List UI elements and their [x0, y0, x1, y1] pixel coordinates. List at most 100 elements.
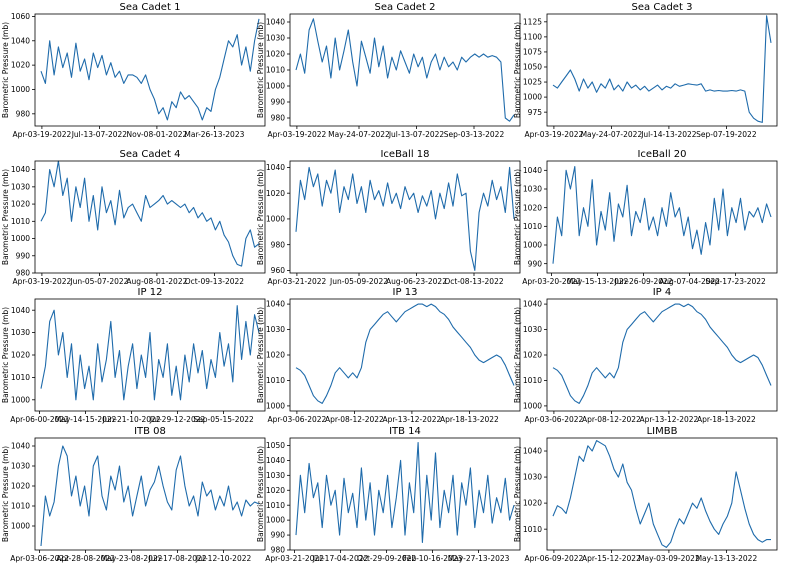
subplot-title: Sea Cadet 2 [375, 2, 436, 13]
y-axis-label: Barometric Pressure (mb) [1, 22, 10, 118]
plot-area [289, 437, 521, 551]
y-tick-label: 1100 [523, 32, 542, 41]
x-tick-label: Apr-03-19-2022 [268, 130, 327, 139]
subplot-title: IceBall 20 [637, 149, 686, 160]
x-tick-label: Jul-14-13-2022 [640, 130, 697, 139]
y-tick-label: 1040 [266, 300, 285, 309]
y-tick-label: 1040 [266, 18, 285, 27]
subplot-2: Sea Cadet 2 Barometric Pressure (mb) 980 99… [256, 2, 521, 139]
y-tick-label: 1030 [11, 462, 30, 471]
y-tick-label: 1050 [523, 63, 542, 72]
y-tick-label: 1040 [523, 166, 542, 175]
subplot-title: IP 4 [653, 287, 672, 298]
subplot-title: IP 12 [138, 287, 163, 298]
y-tick-label: 1125 [523, 17, 542, 26]
y-axis-label: Barometric Pressure (mb) [513, 446, 522, 542]
subplot-title: LIMBB [647, 426, 678, 437]
y-tick-label: 1030 [266, 34, 285, 43]
series-line [552, 440, 771, 548]
y-tick-label: 1060 [11, 12, 30, 21]
x-tick-label: Sep-17-23-2022 [705, 277, 766, 286]
x-tick-label: May-03-09-2022 [638, 554, 700, 563]
subplot-6: IceBall 20 Barometric Pressure (mb) 990 100… [513, 149, 778, 286]
x-tick-label: Oct-09-13-2022 [185, 277, 244, 286]
y-tick-label: 1025 [523, 78, 542, 87]
x-tick-label: Sep-07-19-2022 [696, 130, 757, 139]
plot-area [289, 13, 521, 127]
y-tick-label: 1040 [266, 456, 285, 465]
y-tick-label: 990 [271, 531, 286, 540]
y-tick-label: 1030 [523, 473, 542, 482]
x-tick-label: May-23-08-2022 [101, 554, 163, 563]
plot-area [34, 160, 266, 274]
y-axis-label: Barometric Pressure (mb) [513, 22, 522, 118]
y-axis-label: Barometric Pressure (mb) [1, 307, 10, 403]
plot-area [546, 298, 778, 412]
x-tick-label: Jun-17-08-2022 [148, 554, 207, 563]
x-tick-label: Aug-08-01-2022 [126, 277, 187, 286]
y-tick-label: 1000 [11, 522, 30, 531]
plot-area [34, 437, 266, 551]
y-tick-label: 1010 [11, 217, 30, 226]
y-tick-label: 1020 [11, 61, 30, 70]
y-tick-label: 1030 [11, 328, 30, 337]
y-tick-label: 975 [528, 108, 543, 117]
x-tick-label: Jul-17-04-2022 [312, 554, 369, 563]
y-tick-label: 1040 [523, 447, 542, 456]
x-tick-label: Apr-06-00-2022 [10, 415, 69, 424]
x-tick-label: Apr-13-12-2022 [383, 415, 442, 424]
series-line [40, 445, 260, 547]
y-tick-label: 1020 [11, 351, 30, 360]
y-tick-label: 990 [271, 98, 286, 107]
subplot-title: Sea Cadet 1 [120, 2, 181, 13]
x-tick-label: Apr-03-19-2022 [525, 130, 584, 139]
y-tick-label: 1040 [11, 306, 30, 315]
x-tick-label: Apr-03-21-2022 [265, 554, 324, 563]
y-tick-label: 1020 [266, 486, 285, 495]
x-tick-label: Mar-26-13-2023 [184, 130, 244, 139]
subplot-title: ITB 08 [134, 426, 166, 437]
x-tick-label: Apr-18-13-2022 [697, 415, 756, 424]
y-axis-label: Barometric Pressure (mb) [256, 169, 265, 265]
y-axis-label: Barometric Pressure (mb) [513, 307, 522, 403]
x-tick-label: Apr-18-13-2022 [440, 415, 499, 424]
series-line [552, 303, 772, 404]
y-tick-label: 1030 [266, 325, 285, 334]
x-tick-label: May-27-13-2023 [448, 554, 510, 563]
subplot-4: Sea Cadet 4 Barometric Pressure (mb) 980 99… [1, 149, 266, 286]
plot-area [546, 13, 778, 127]
y-tick-label: 1000 [11, 85, 30, 94]
x-tick-label: Apr-28-08-2022 [56, 554, 115, 563]
y-tick-label: 1000 [11, 234, 30, 243]
subplot-title: IceBall 18 [380, 149, 429, 160]
x-tick-label: Apr-13-12-2022 [640, 415, 699, 424]
subplot-title: Sea Cadet 4 [120, 149, 181, 160]
y-tick-label: 1000 [266, 516, 285, 525]
x-tick-label: Apr-03-19-2022 [13, 130, 72, 139]
y-axis-label: Barometric Pressure (mb) [1, 169, 10, 265]
x-tick-label: Apr-03-06-2022 [10, 554, 69, 563]
x-tick-label: Jun-26-09-2022 [614, 277, 673, 286]
y-tick-label: 1000 [266, 82, 285, 91]
x-tick-label: Apr-03-06-2022 [268, 415, 327, 424]
x-tick-label: May-14-15-2022 [55, 415, 117, 424]
y-tick-label: 1040 [266, 163, 285, 172]
y-tick-label: 1010 [266, 66, 285, 75]
y-tick-label: 1020 [11, 482, 30, 491]
x-tick-label: Jul-13-07-2022 [71, 130, 128, 139]
x-tick-label: Apr-15-12-2022 [582, 554, 641, 563]
x-tick-label: Apr-03-20-2022 [522, 277, 581, 286]
subplot-9: IP 4 Barometric Pressure (mb)1000 1010 1020… [513, 287, 778, 424]
x-tick-label: May-24-07-2022 [328, 130, 390, 139]
y-tick-label: 1010 [266, 376, 285, 385]
subplot-title: ITB 14 [389, 426, 421, 437]
x-tick-label: Jul-13-07-2022 [388, 130, 445, 139]
x-tick-label: Aug-06-23-2022 [386, 277, 447, 286]
y-tick-label: 1000 [523, 93, 542, 102]
plot-area [34, 298, 266, 412]
y-tick-label: 1020 [523, 203, 542, 212]
y-tick-label: 1020 [523, 351, 542, 360]
subplot-title: Sea Cadet 3 [632, 2, 693, 13]
series-line [40, 305, 260, 401]
